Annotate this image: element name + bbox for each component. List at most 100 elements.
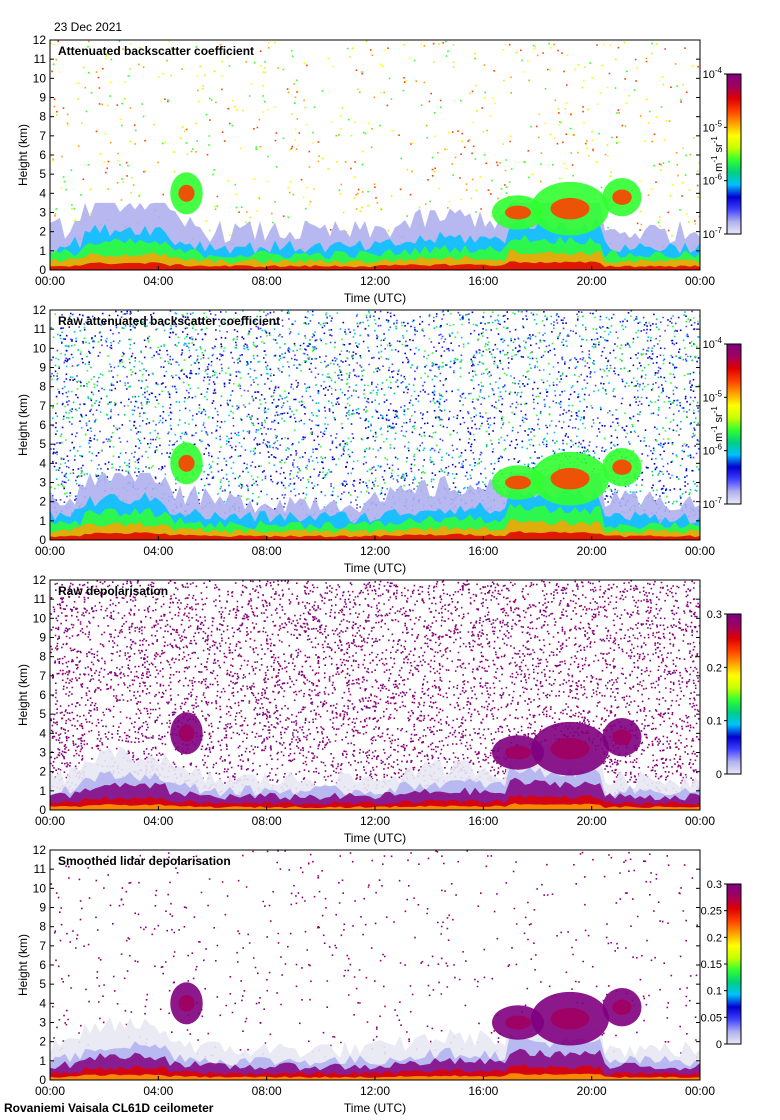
colorbar-tick-label: 10-5 xyxy=(703,119,723,134)
y-tick-label: 0 xyxy=(39,533,46,547)
y-tick-label: 6 xyxy=(39,958,46,972)
y-tick-label: 5 xyxy=(39,977,46,991)
colorbar-tick-label: 10-7 xyxy=(703,226,723,241)
y-tick-label: 5 xyxy=(39,437,46,451)
x-tick-label: 00:00 xyxy=(685,544,715,558)
y-tick-label: 3 xyxy=(39,206,46,220)
y-tick-label: 12 xyxy=(33,843,47,857)
colorbar-tick-label: 10-4 xyxy=(703,66,723,81)
plot-area xyxy=(50,40,700,270)
x-tick-label: 16:00 xyxy=(468,1084,498,1098)
y-tick-label: 5 xyxy=(39,707,46,721)
y-tick-label: 9 xyxy=(39,901,46,915)
y-axis-label: Height (km) xyxy=(16,124,30,186)
cloud-core xyxy=(550,737,590,760)
y-tick-label: 11 xyxy=(34,52,47,66)
colorbar-units: m-1 sr-1 xyxy=(710,136,725,172)
y-tick-label: 12 xyxy=(33,573,47,587)
x-axis-label: Time (UTC) xyxy=(344,1101,406,1115)
x-tick-label: 08:00 xyxy=(252,544,282,558)
boundary-layer-band xyxy=(50,531,700,540)
x-tick-label: 00:00 xyxy=(35,1084,65,1098)
y-tick-label: 9 xyxy=(39,361,46,375)
boundary-layer-band xyxy=(50,1073,700,1080)
y-tick-label: 2 xyxy=(39,765,46,779)
y-axis-label: Height (km) xyxy=(16,664,30,726)
y-tick-label: 11 xyxy=(34,592,47,606)
colorbar-tick-label: 10-6 xyxy=(703,443,723,458)
date-label: 23 Dec 2021 xyxy=(54,20,123,34)
panel-title: Attenuated backscatter coefficient xyxy=(58,44,254,58)
y-tick-label: 4 xyxy=(39,186,46,200)
x-tick-label: 20:00 xyxy=(577,544,607,558)
y-tick-label: 3 xyxy=(39,1016,46,1030)
panel-1: Attenuated backscatter coefficient012345… xyxy=(16,33,742,305)
x-tick-label: 16:00 xyxy=(468,274,498,288)
colorbar-tick-label: 0.2 xyxy=(707,932,722,944)
y-tick-label: 2 xyxy=(39,495,46,509)
panel-2: Raw attenuated backscatter coefficient 0 1… xyxy=(16,303,742,575)
colorbar-tick-label: 0.3 xyxy=(707,609,722,621)
cloud-core xyxy=(178,184,195,202)
instrument-footer: Rovaniemi Vaisala CL61D ceilometer xyxy=(4,1101,214,1115)
x-tick-label: 20:00 xyxy=(577,1084,607,1098)
panel-4: Smoothed lidar depolarisation01234567891… xyxy=(16,843,742,1115)
y-tick-label: 11 xyxy=(34,322,47,336)
colorbar-tick-label: 0.1 xyxy=(707,986,722,998)
y-tick-label: 1 xyxy=(39,784,46,798)
y-tick-label: 3 xyxy=(39,476,46,490)
y-tick-label: 6 xyxy=(39,148,46,162)
colorbar-tick-label: 0 xyxy=(716,769,722,781)
x-tick-label: 08:00 xyxy=(252,1084,282,1098)
colorbar xyxy=(726,613,742,775)
y-tick-label: 2 xyxy=(39,1035,46,1049)
boundary-layer-band xyxy=(50,261,700,270)
x-tick-label: 20:00 xyxy=(577,274,607,288)
y-tick-label: 6 xyxy=(39,688,46,702)
x-tick-label: 04:00 xyxy=(143,814,173,828)
x-tick-label: 12:00 xyxy=(360,274,390,288)
cloud-core xyxy=(612,999,632,1015)
y-tick-label: 10 xyxy=(33,611,47,625)
x-axis-label: Time (UTC) xyxy=(344,831,406,845)
y-tick-label: 3 xyxy=(39,746,46,760)
y-tick-label: 7 xyxy=(39,669,46,683)
colorbar-tick-label: 0.05 xyxy=(701,1012,722,1024)
cloud-core xyxy=(505,745,531,760)
colorbar-tick-label: 10-6 xyxy=(703,173,723,188)
x-tick-label: 08:00 xyxy=(252,274,282,288)
y-tick-label: 7 xyxy=(39,939,46,953)
x-tick-label: 04:00 xyxy=(143,1084,173,1098)
cloud-core xyxy=(178,994,195,1012)
x-tick-label: 00:00 xyxy=(35,544,65,558)
colorbar-tick-label: 10-7 xyxy=(703,496,723,511)
y-tick-label: 11 xyxy=(34,862,47,876)
cloud-core xyxy=(550,1007,590,1030)
cloud-core xyxy=(505,1015,531,1030)
y-tick-label: 6 xyxy=(39,418,46,432)
y-axis-label: Height (km) xyxy=(16,934,30,996)
y-tick-label: 9 xyxy=(39,631,46,645)
y-tick-label: 4 xyxy=(39,996,46,1010)
cloud-core xyxy=(178,454,195,472)
x-axis-label: Time (UTC) xyxy=(344,291,406,305)
x-tick-label: 12:00 xyxy=(360,544,390,558)
y-tick-label: 1 xyxy=(39,244,46,258)
y-tick-label: 8 xyxy=(39,110,46,124)
boundary-layer-band xyxy=(50,803,700,810)
x-axis-label: Time (UTC) xyxy=(344,561,406,575)
y-tick-label: 0 xyxy=(39,263,46,277)
y-tick-label: 0 xyxy=(39,803,46,817)
x-tick-label: 12:00 xyxy=(360,1084,390,1098)
x-tick-label: 04:00 xyxy=(143,274,173,288)
panel-title: Smoothed lidar depolarisation xyxy=(58,854,231,868)
y-tick-label: 4 xyxy=(39,456,46,470)
x-tick-label: 16:00 xyxy=(468,544,498,558)
y-tick-label: 1 xyxy=(39,1054,46,1068)
colorbar-units: m-1 sr-1 xyxy=(710,406,725,442)
colorbar-tick-label: 0.2 xyxy=(707,662,722,674)
x-tick-label: 00:00 xyxy=(35,274,65,288)
y-tick-label: 4 xyxy=(39,726,46,740)
